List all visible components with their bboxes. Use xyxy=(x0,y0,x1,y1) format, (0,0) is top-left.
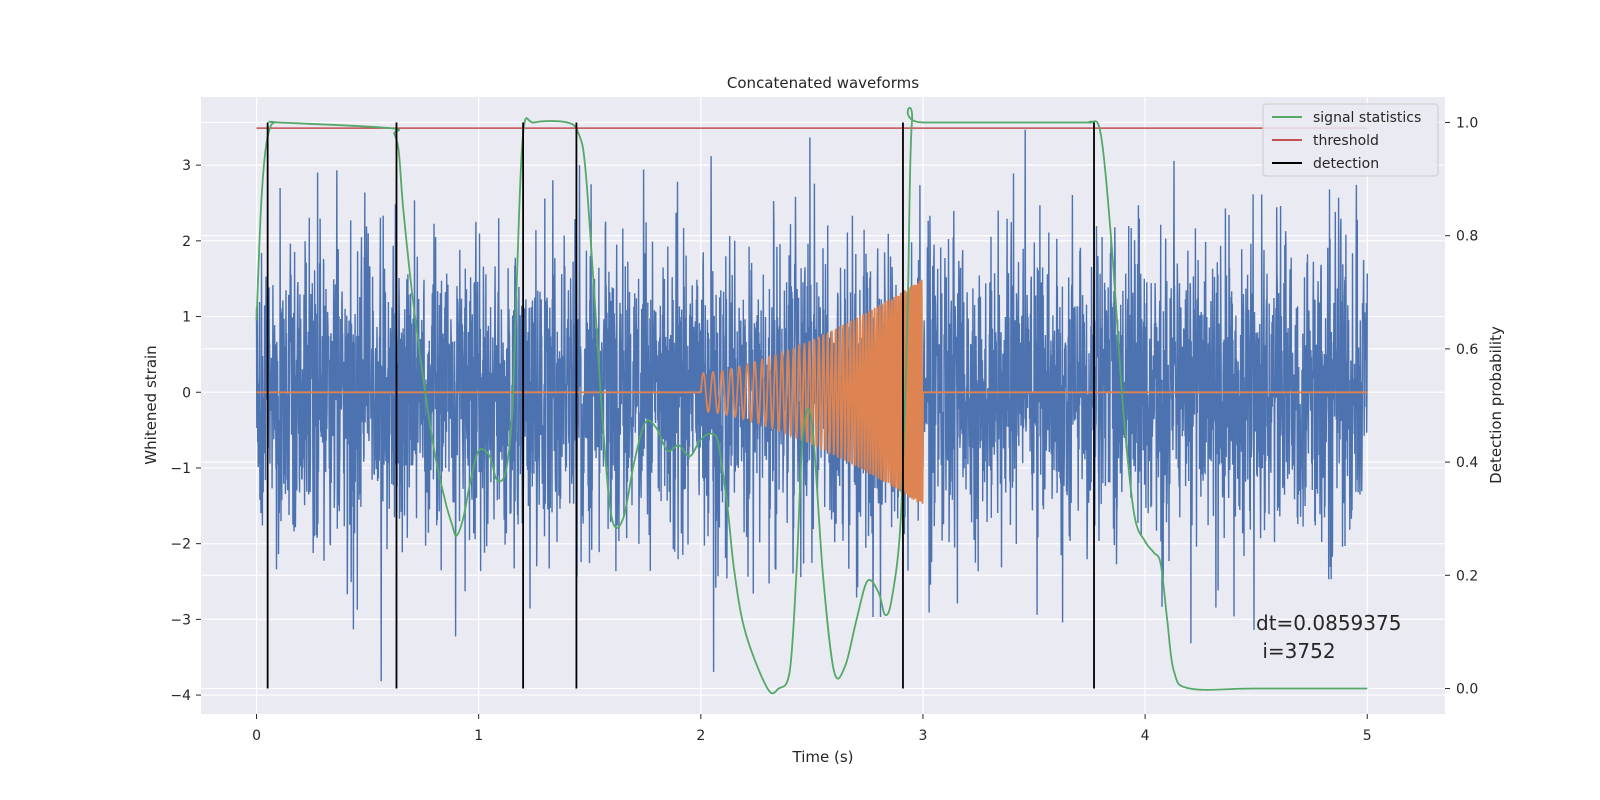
signal-statistics-curve xyxy=(255,107,1368,695)
axes: 0 1 2 3 4 5 3 2 1 0 −1 −2 −3 −4 1.0 0.8 0.6 0.4 0.2 0.0 xyxy=(170,115,1478,744)
signal-statistics-series xyxy=(255,107,1368,695)
x-tick-label: 5 xyxy=(1363,728,1372,744)
y-tick-label: −3 xyxy=(170,612,191,628)
detection-series xyxy=(266,122,1095,689)
noise-trace xyxy=(255,129,1368,682)
x-tick-label: 4 xyxy=(1141,728,1150,744)
chirp-trace xyxy=(256,279,1368,504)
legend-label-threshold: threshold xyxy=(1313,133,1379,149)
y-right-tick-label: 0.0 xyxy=(1456,682,1478,698)
legend: signal statistics threshold detection xyxy=(1262,103,1439,177)
annotation: dt=0.0859375 i=3752 xyxy=(1256,611,1401,663)
y-tick-label: 0 xyxy=(182,385,191,401)
y-axis-right-label: Detection probability xyxy=(1487,326,1505,484)
y-tick-label: 3 xyxy=(182,158,191,174)
legend-label-signal-statistics: signal statistics xyxy=(1313,110,1421,126)
annotation-line-i: i=3752 xyxy=(1256,639,1336,663)
x-tick-label: 1 xyxy=(474,728,483,744)
x-tick-label: 2 xyxy=(696,728,705,744)
y-right-tick-label: 0.6 xyxy=(1456,342,1478,358)
y-right-tick-label: 0.4 xyxy=(1456,455,1478,471)
annotation-line-dt: dt=0.0859375 xyxy=(1256,611,1401,635)
x-tick-label: 3 xyxy=(919,728,928,744)
y-tick-label: −2 xyxy=(170,537,191,553)
y-right-tick-label: 1.0 xyxy=(1456,115,1478,131)
y-right-tick-label: 0.8 xyxy=(1456,229,1478,245)
x-axis-label: Time (s) xyxy=(792,748,854,766)
chart-title: Concatenated waveforms xyxy=(727,74,919,92)
chirp-series xyxy=(256,279,1368,504)
y-tick-label: 1 xyxy=(182,310,191,326)
y-right-tick-label: 0.2 xyxy=(1456,568,1478,584)
y-tick-label: 2 xyxy=(182,234,191,250)
legend-label-detection: detection xyxy=(1313,156,1379,172)
noise-series xyxy=(255,129,1368,682)
legend-box xyxy=(1262,103,1439,177)
y-tick-label: −1 xyxy=(170,461,191,477)
x-tick-label: 0 xyxy=(252,728,261,744)
y-axis-label: Whitened strain xyxy=(142,345,160,464)
y-tick-label: −4 xyxy=(170,688,191,704)
